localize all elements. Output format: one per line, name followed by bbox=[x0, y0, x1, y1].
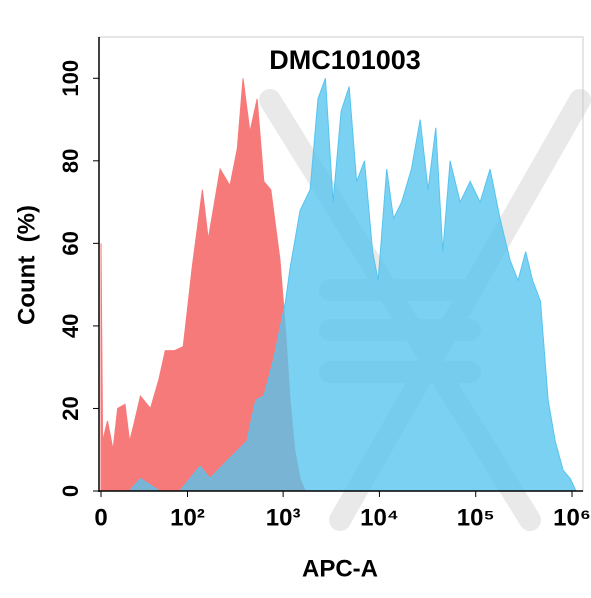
plot-area bbox=[100, 78, 577, 492]
x-tick-label: 10⁵ bbox=[457, 504, 495, 531]
x-tick-label: 0 bbox=[94, 504, 107, 531]
x-tick-label: 10⁴ bbox=[360, 504, 399, 531]
y-tick-label: 100 bbox=[58, 60, 83, 97]
x-axis-label: APC-A bbox=[302, 555, 378, 582]
y-tick-label: 60 bbox=[58, 231, 83, 255]
area-series bbox=[100, 78, 307, 492]
x-tick-label: 10² bbox=[170, 504, 205, 531]
x-tick-label: 10⁶ bbox=[553, 504, 591, 531]
area-series bbox=[128, 78, 577, 492]
y-tick-label: 0 bbox=[58, 485, 83, 497]
y-tick-label: 40 bbox=[58, 314, 83, 338]
y-tick-label: 20 bbox=[58, 396, 83, 420]
x-tick-label: 10³ bbox=[266, 504, 301, 531]
y-axis-label: Count (%) bbox=[13, 205, 40, 325]
chart-title: DMC101003 bbox=[269, 45, 421, 75]
y-tick-label: 80 bbox=[58, 149, 83, 173]
